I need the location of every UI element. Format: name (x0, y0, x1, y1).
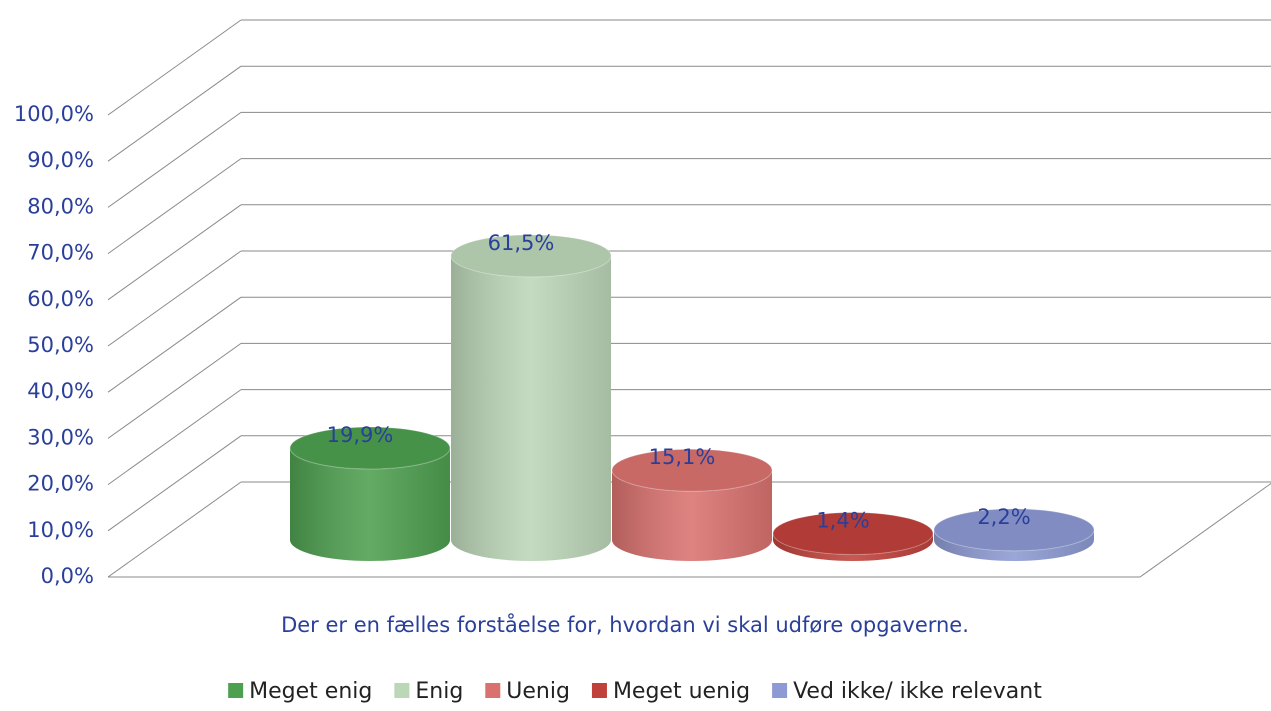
grid-line (107, 342, 242, 439)
legend-swatch (485, 683, 501, 698)
legend-swatch (394, 683, 410, 698)
legend-swatch (772, 683, 788, 698)
data-label: 1,4% (816, 509, 869, 533)
data-label: 61,5% (488, 231, 555, 255)
bar-top (289, 426, 451, 470)
bar-top-shade (612, 449, 772, 492)
data-label: 2,2% (977, 505, 1030, 529)
grid-line (107, 19, 242, 116)
bar-top (611, 448, 773, 492)
bar-top-shade (290, 427, 450, 470)
grid-line (107, 435, 242, 532)
bar-top (933, 508, 1095, 552)
bar-top-shade (934, 508, 1094, 551)
y-tick-label: 20,0% (27, 472, 94, 496)
data-label: 15,1% (649, 445, 716, 469)
y-tick-label: 30,0% (27, 425, 94, 449)
bar-shade (773, 533, 933, 561)
bar-shade (451, 255, 611, 561)
bar-shade (934, 529, 1094, 561)
legend-label: Meget enig (249, 679, 372, 704)
grid-line (107, 65, 242, 162)
grid-line (107, 158, 242, 255)
y-tick-label: 50,0% (27, 333, 94, 357)
y-tick-label: 10,0% (27, 518, 94, 542)
legend-label: Ved ikke/ ikke relevant (793, 679, 1042, 704)
grid-line (107, 296, 242, 393)
y-tick-label: 40,0% (27, 379, 94, 403)
grid-line (107, 389, 242, 486)
y-tick-label: 100,0% (14, 102, 94, 126)
legend: Meget enig Enig Uenig Meget uenig Ved ikke/ … (228, 679, 1042, 704)
grid-line (107, 204, 242, 301)
y-tick-label: 70,0% (27, 241, 94, 265)
bar-shade (290, 448, 450, 561)
y-tick-label: 0,0% (41, 564, 94, 588)
grid-line (107, 481, 242, 578)
grid-line (107, 111, 242, 208)
legend-label: Uenig (506, 679, 570, 704)
bar-top (772, 512, 934, 556)
bar-shade (612, 470, 772, 561)
legend-label: Enig (415, 679, 463, 704)
bar-top-shade (773, 512, 933, 555)
y-tick-label: 80,0% (27, 194, 94, 218)
data-label: 19,9% (327, 423, 394, 447)
legend-swatch (591, 683, 607, 698)
category-label: Der er en fælles forståelse for, hvordan… (281, 612, 969, 637)
legend-swatch (228, 683, 244, 698)
floor-right (1139, 482, 1271, 578)
y-tick-label: 90,0% (27, 148, 94, 172)
grid-line (107, 250, 242, 347)
bar-top (450, 234, 612, 278)
y-tick-label: 60,0% (27, 287, 94, 311)
bar-top-shade (451, 234, 611, 277)
legend-label: Meget uenig (613, 679, 750, 704)
